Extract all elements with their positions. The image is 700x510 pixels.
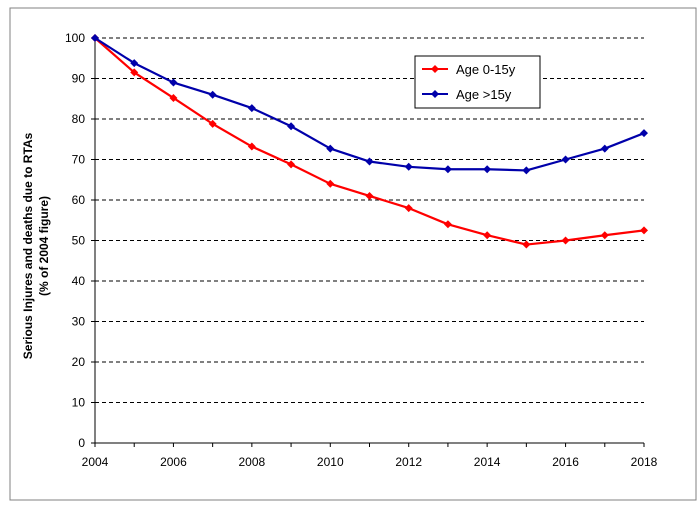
data-point: [522, 240, 531, 249]
data-point: [561, 236, 570, 245]
data-point: [91, 34, 99, 42]
gridlines: [95, 37, 644, 403]
data-point: [640, 226, 648, 235]
y-tick-label: 100: [65, 31, 85, 45]
y-tick-label: 40: [72, 274, 86, 288]
y-tick-label: 30: [72, 315, 86, 329]
data-point: [404, 162, 413, 171]
legend-label-age-over-15: Age >15y: [456, 87, 512, 102]
data-point: [208, 90, 217, 99]
data-point: [130, 59, 139, 68]
y-tick-label: 90: [72, 72, 86, 86]
y-tick-label: 20: [72, 355, 86, 369]
legend-swatch-marker: [431, 65, 439, 73]
legend-swatch-marker: [431, 90, 439, 98]
data-point: [247, 104, 256, 113]
data-point: [326, 179, 335, 188]
data-point: [600, 144, 609, 153]
y-axis-title-line2: (% of 2004 figure): [37, 196, 51, 296]
x-tick-label: 2012: [395, 455, 422, 469]
data-point: [483, 165, 492, 174]
x-tick-label: 2018: [631, 455, 658, 469]
x-tick-label: 2016: [552, 455, 579, 469]
legend: Age 0-15y Age >15y: [414, 55, 541, 109]
data-point: [287, 160, 296, 169]
data-point: [247, 142, 256, 151]
plot-area: [9, 7, 697, 501]
y-tick-label: 80: [72, 112, 86, 126]
data-point: [287, 122, 296, 131]
y-axis-title-line1: Serious Injures and deaths due to RTAs: [21, 132, 35, 359]
x-tick-label: 2006: [160, 455, 187, 469]
data-point: [365, 191, 374, 200]
data-point: [443, 220, 452, 229]
data-point: [169, 78, 178, 87]
legend-label-age-0-15: Age 0-15y: [456, 62, 516, 77]
data-point: [404, 204, 413, 213]
y-tick-label: 50: [72, 234, 86, 248]
data-point: [561, 155, 570, 164]
data-point: [483, 231, 492, 240]
data-point: [443, 165, 452, 174]
data-point: [600, 231, 609, 240]
x-tick-label: 2014: [474, 455, 501, 469]
data-point: [640, 129, 648, 138]
x-tick-label: 2010: [317, 455, 344, 469]
data-point: [130, 68, 139, 77]
x-tick-label: 2008: [239, 455, 266, 469]
series-layer: [91, 34, 648, 249]
y-tick-label: 10: [72, 396, 86, 410]
data-point: [326, 144, 335, 153]
data-point: [522, 166, 531, 175]
data-point: [208, 119, 217, 128]
data-point: [169, 93, 178, 102]
legend-box: [414, 55, 541, 109]
y-tick-label: 60: [72, 193, 86, 207]
chart-frame: [9, 7, 697, 501]
data-point: [365, 157, 374, 166]
x-tick-label: 2004: [82, 455, 109, 469]
tick-labels: 0 10 20 30 40 50 60 70 80 90 100 2004 2006 2008 2010 20…: [65, 31, 658, 469]
y-tick-label: 0: [78, 436, 85, 450]
y-tick-label: 70: [72, 153, 86, 167]
